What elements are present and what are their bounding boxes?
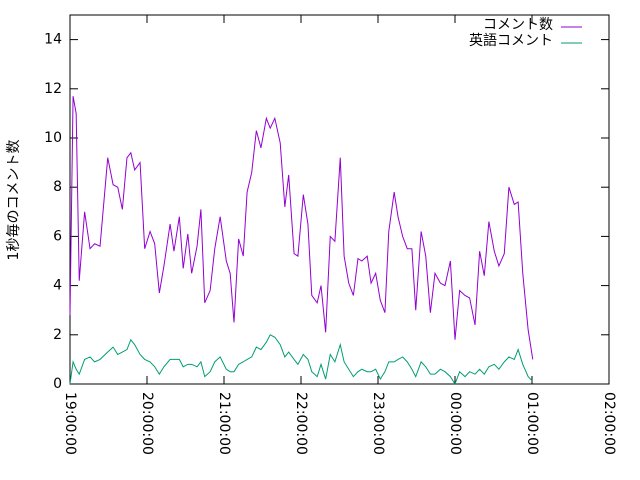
y-tick-label: 12 — [44, 81, 62, 97]
y-tick-label: 14 — [44, 32, 62, 48]
x-tick-label: 21:00:00 — [216, 392, 232, 455]
x-tick-label: 01:00:00 — [524, 392, 540, 455]
y-tick-label: 8 — [53, 179, 62, 195]
series-line — [69, 96, 534, 360]
y-tick-label: 6 — [53, 228, 62, 244]
x-tick-label: 23:00:00 — [370, 392, 386, 455]
y-tick-label: 0 — [53, 376, 62, 392]
legend-label: コメント数 — [483, 17, 553, 33]
y-tick-label: 2 — [53, 327, 62, 343]
x-tick-label: 00:00:00 — [447, 392, 463, 455]
x-tick-label: 02:00:00 — [601, 392, 617, 455]
y-tick-label: 10 — [44, 130, 62, 146]
y-axis-label: 1秒毎のコメント数 — [6, 140, 22, 261]
x-tick-label: 22:00:00 — [293, 392, 309, 455]
x-tick-label: 19:00:00 — [62, 392, 78, 455]
x-tick-label: 20:00:00 — [139, 392, 155, 455]
legend-label: 英語コメント — [469, 32, 553, 49]
y-tick-label: 4 — [53, 278, 62, 294]
series-line — [69, 334, 534, 386]
plot-frame — [69, 14, 610, 385]
